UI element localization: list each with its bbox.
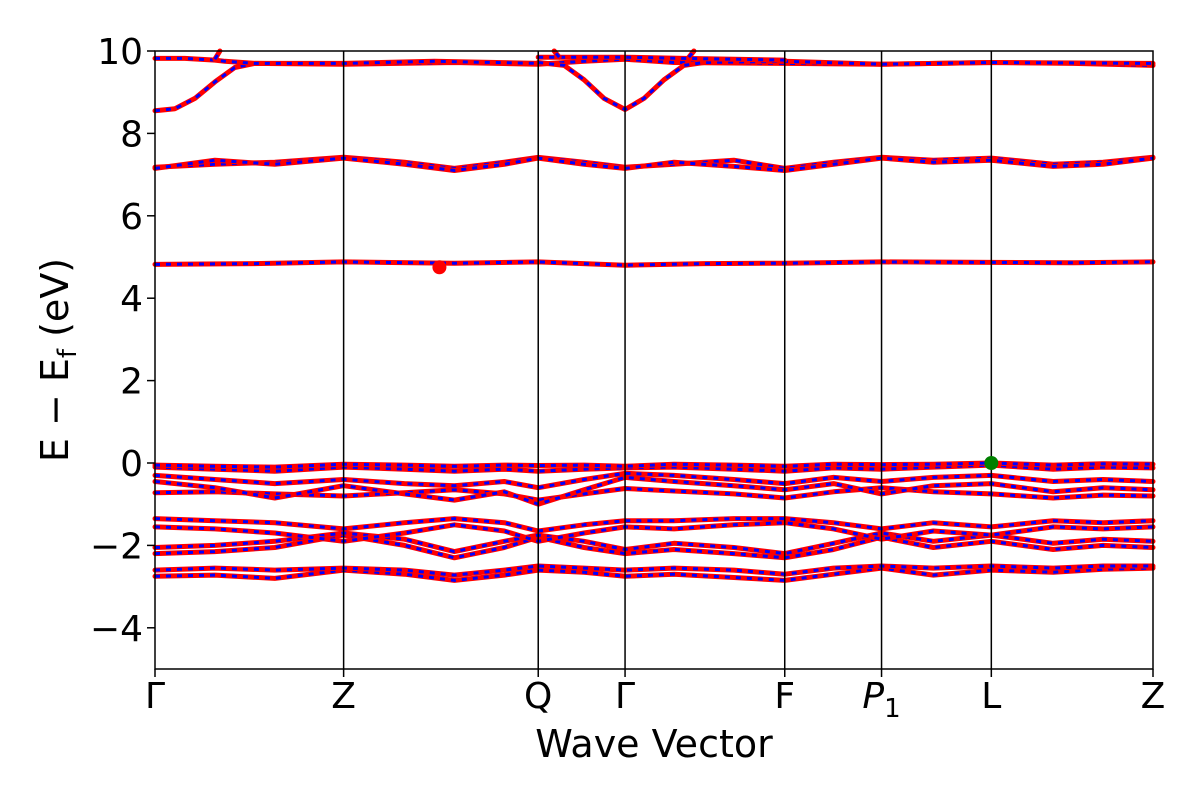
band-11-spin-down xyxy=(154,260,1154,267)
y-tick-label-5: 6 xyxy=(120,197,143,238)
band-2-spin-down xyxy=(154,533,1154,560)
plot-frame xyxy=(154,50,1154,670)
y-axis-label: E − Ef (eV) xyxy=(33,258,83,462)
y-tick-label-4: 4 xyxy=(120,279,143,320)
x-tick-label-2-main: Q xyxy=(524,676,552,717)
x-tick-label-5: P1 xyxy=(862,676,900,724)
x-tick-label-3: Γ xyxy=(615,676,635,717)
band-10-spin-down xyxy=(154,461,1154,469)
band-7-spin-down xyxy=(154,475,1154,506)
x-axis-ticks: Γ Z Q Γ F P1 L Z xyxy=(145,669,1165,724)
band-1-spin-down xyxy=(154,564,1153,577)
x-tick-label-4: F xyxy=(774,676,795,717)
x-tick-label-6: L xyxy=(981,676,1001,717)
x-tick-label-5-main: P xyxy=(862,676,884,717)
markers-layer xyxy=(432,260,999,470)
marker-vbm xyxy=(984,456,999,470)
y-axis-label-subscript: f xyxy=(53,348,83,358)
x-tick-label-4-main: F xyxy=(774,676,795,717)
x-axis-label: Wave Vector xyxy=(535,722,773,766)
band-15-spin-down xyxy=(155,56,539,65)
y-tick-label-1: −2 xyxy=(90,526,143,567)
band-6-spin-down xyxy=(154,486,1154,502)
x-tick-label-7-main: Z xyxy=(1141,676,1166,717)
band-13-spin-down xyxy=(154,156,1154,173)
marker-cbm xyxy=(432,260,447,275)
band-8-spin-down xyxy=(154,471,1154,490)
band-17-spin-up xyxy=(535,54,788,63)
x-tick-label-5-subscript: 1 xyxy=(884,694,901,724)
y-tick-label-2: 0 xyxy=(120,444,143,485)
x-tick-label-2: Q xyxy=(524,676,552,717)
x-tick-label-1: Z xyxy=(331,676,356,717)
y-axis-label-unit: (eV) xyxy=(33,258,77,349)
x-tick-label-0-main: Γ xyxy=(145,676,165,717)
x-tick-label-0: Γ xyxy=(145,676,165,717)
y-axis-label-main: E − E xyxy=(33,358,77,462)
y-tick-label-6: 8 xyxy=(120,114,143,155)
y-tick-label-0: −4 xyxy=(90,609,143,650)
y-tick-label-3: 2 xyxy=(120,362,143,403)
y-axis-ticks: −4 −2 0 2 4 6 8 10 xyxy=(90,32,155,650)
kpoint-lines-layer xyxy=(342,51,993,669)
band-4-spin-down xyxy=(154,521,1154,543)
x-tick-label-7: Z xyxy=(1141,676,1166,717)
band-18-spin-down xyxy=(213,50,222,60)
x-tick-label-6-main: L xyxy=(981,676,1001,717)
band-19-spin-down xyxy=(553,50,561,59)
y-tick-label-7: 10 xyxy=(97,32,143,73)
band-20-spin-down xyxy=(687,50,696,59)
x-tick-label-1-main: Z xyxy=(331,676,356,717)
band-5-spin-down xyxy=(154,517,1154,533)
x-tick-label-3-main: Γ xyxy=(615,676,635,717)
